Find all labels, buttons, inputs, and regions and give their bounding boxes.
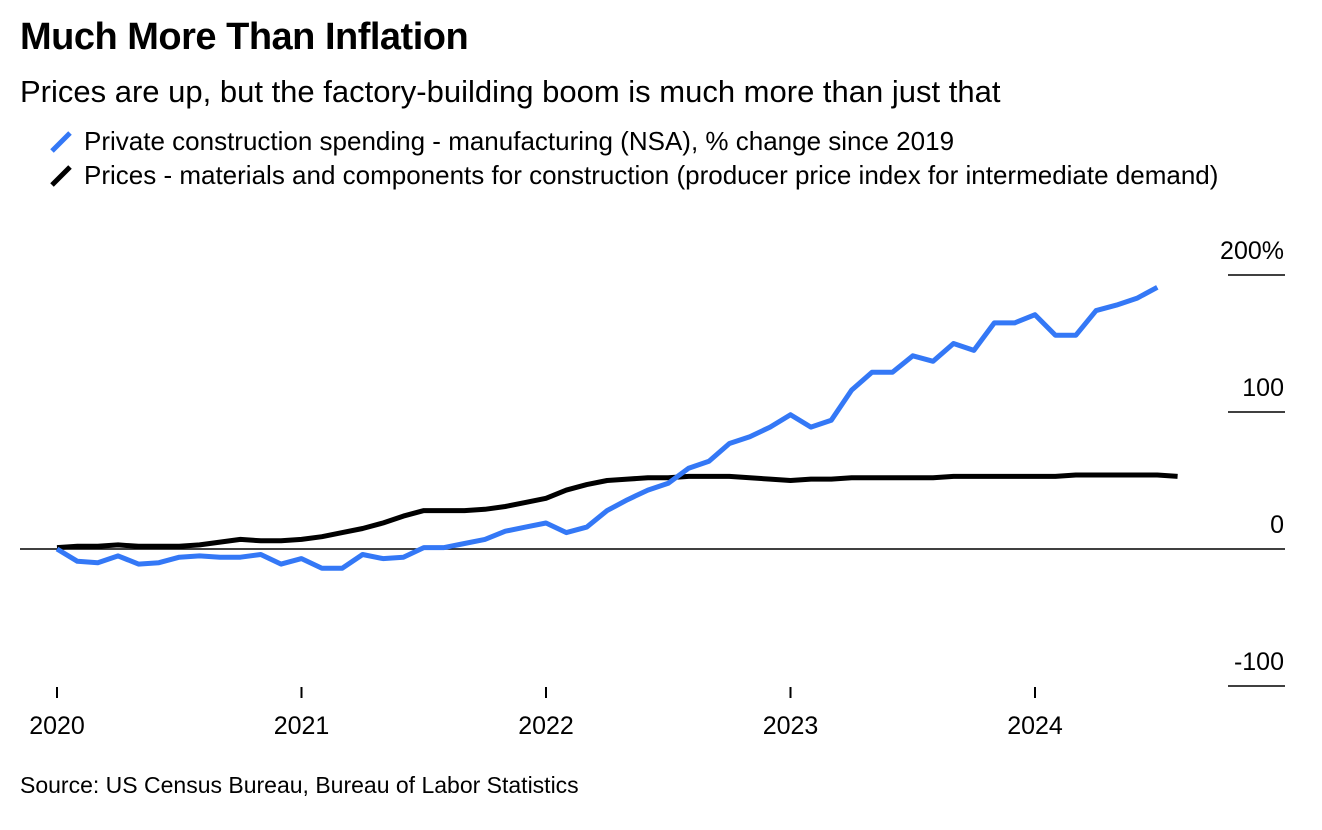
chart-axes: 200% 100 0 -100 2020 2021 2022 2023 2024 xyxy=(20,237,1285,740)
y-tick-label-100: 100 xyxy=(1242,374,1284,402)
legend-item-construction-spending: Private construction spending - manufact… xyxy=(48,124,1318,158)
legend: Private construction spending - manufact… xyxy=(48,124,1318,192)
series-line-construction-spending xyxy=(55,285,1159,571)
legend-label-construction-spending: Private construction spending - manufact… xyxy=(84,126,955,156)
x-tick-label-2020: 2020 xyxy=(29,712,85,740)
y-tick-label-200: 200% xyxy=(1220,237,1284,265)
source-note: Source: US Census Bureau, Bureau of Labo… xyxy=(20,772,579,798)
legend-swatch-construction-spending xyxy=(50,131,72,153)
legend-swatch-prices xyxy=(50,165,72,187)
y-tick-label-minus-100: -100 xyxy=(1234,648,1284,676)
chart-subtitle: Prices are up, but the factory-building … xyxy=(20,74,1001,109)
y-tick-label-0: 0 xyxy=(1270,511,1284,539)
legend-item-prices: Prices - materials and components for co… xyxy=(48,158,1318,192)
chart-series-lines xyxy=(55,285,1178,571)
x-tick-label-2021: 2021 xyxy=(274,712,330,740)
legend-label-prices: Prices - materials and components for co… xyxy=(84,160,1219,190)
x-tick-label-2024: 2024 xyxy=(1007,712,1063,740)
chart-title: Much More Than Inflation xyxy=(20,16,469,58)
x-tick-label-2023: 2023 xyxy=(763,712,819,740)
series-line-prices xyxy=(56,472,1178,551)
x-tick-label-2022: 2022 xyxy=(518,712,574,740)
